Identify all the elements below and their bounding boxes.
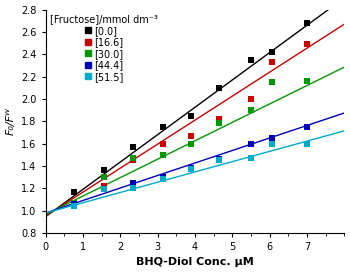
- Point: [131, 156, 136, 160]
- Point: [217, 117, 222, 121]
- Point: [101, 184, 106, 188]
- Point: [71, 189, 76, 194]
- Point: [71, 202, 76, 206]
- Point: [217, 121, 222, 126]
- Point: [161, 175, 166, 179]
- Point: [131, 145, 136, 149]
- Point: [101, 168, 106, 173]
- Point: [248, 156, 254, 160]
- Point: [217, 85, 222, 90]
- Point: [248, 58, 254, 62]
- Point: [269, 80, 274, 84]
- Point: [304, 124, 310, 129]
- Point: [101, 187, 106, 191]
- Point: [269, 50, 274, 54]
- Point: [71, 201, 76, 205]
- Point: [269, 141, 274, 146]
- X-axis label: BHQ-Diol Conc. μM: BHQ-Diol Conc. μM: [136, 257, 254, 268]
- Y-axis label: F₀/Fᵂ: F₀/Fᵂ: [6, 107, 15, 135]
- Legend: [0.0], [16.6], [30.0], [44.4], [51.5]: [0.0], [16.6], [30.0], [44.4], [51.5]: [49, 13, 160, 84]
- Point: [304, 42, 310, 46]
- Point: [161, 124, 166, 129]
- Point: [131, 180, 136, 185]
- Point: [304, 141, 310, 146]
- Point: [304, 21, 310, 25]
- Point: [189, 133, 194, 138]
- Point: [161, 177, 166, 182]
- Point: [189, 167, 194, 171]
- Point: [101, 175, 106, 179]
- Point: [248, 97, 254, 101]
- Point: [269, 136, 274, 140]
- Point: [161, 141, 166, 146]
- Point: [189, 114, 194, 118]
- Point: [304, 79, 310, 83]
- Point: [71, 201, 76, 205]
- Point: [131, 186, 136, 190]
- Point: [101, 187, 106, 191]
- Point: [161, 153, 166, 157]
- Point: [269, 60, 274, 64]
- Point: [217, 157, 222, 161]
- Point: [71, 204, 76, 208]
- Point: [189, 141, 194, 146]
- Point: [189, 166, 194, 170]
- Point: [131, 158, 136, 162]
- Point: [217, 158, 222, 162]
- Point: [248, 141, 254, 146]
- Point: [248, 108, 254, 112]
